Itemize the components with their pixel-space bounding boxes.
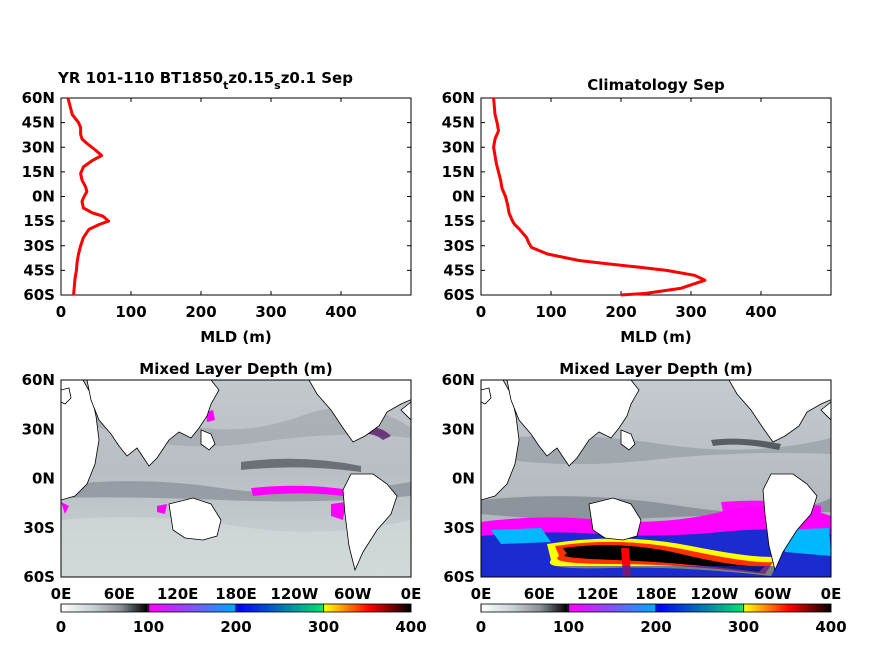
map-field-climatology [481, 380, 831, 577]
x-tick-label: 400 [745, 303, 776, 321]
x-tick-label: 180E [635, 585, 677, 603]
x-tick-label: 120E [577, 585, 619, 603]
y-tick-label: 30S [23, 519, 55, 537]
x-tick-label: 120W [690, 585, 738, 603]
profile-plot-area-climatology [480, 97, 832, 296]
y-tick-label: 45S [23, 261, 55, 279]
x-tick-label: 0E [471, 585, 492, 603]
y-tick-label: 0N [32, 188, 55, 206]
map-title-model: Mixed Layer Depth (m) [139, 360, 332, 378]
colorbar-tick-label: 400 [815, 618, 846, 636]
x-tick-label: 200 [185, 303, 216, 321]
y-axis-ticks: 60N 30N 0N 30S 60S [442, 371, 475, 586]
y-tick-label: 45N [22, 114, 55, 132]
y-tick-label: 15N [22, 163, 55, 181]
x-tick-label: 120E [157, 585, 199, 603]
x-axis-label: MLD (m) [620, 328, 692, 346]
y-tick-label: 30N [22, 138, 55, 156]
colorbar-tick-label: 200 [220, 618, 251, 636]
y-axis-ticks: 60N 45N 30N 15N 0N 15S 30S 45S 60S [442, 89, 831, 304]
y-tick-label: 0N [32, 470, 55, 488]
y-tick-label: 60S [23, 286, 55, 304]
y-tick-label: 30N [442, 420, 475, 438]
x-tick-label: 400 [325, 303, 356, 321]
x-tick-label: 60E [104, 585, 135, 603]
y-tick-label: 30N [22, 420, 55, 438]
y-tick-label: 60S [23, 568, 55, 586]
x-axis-ticks: 0 100 200 300 400 [476, 98, 777, 321]
profile-line-climatology [492, 97, 707, 297]
y-tick-label: 60N [22, 371, 55, 389]
y-tick-label: 30N [442, 138, 475, 156]
colorbar-tick-label: 300 [308, 618, 339, 636]
x-tick-label: 200 [605, 303, 636, 321]
y-axis-ticks: 60N 45N 30N 15N 0N 15S 30S 45S 60S [22, 89, 411, 304]
colorbar-tick-label: 300 [728, 618, 759, 636]
profile-plot-area-model [60, 97, 412, 296]
x-tick-label: 0E [401, 585, 422, 603]
x-tick-label: 0 [476, 303, 486, 321]
map-field-model [61, 380, 411, 577]
y-tick-label: 0N [452, 188, 475, 206]
y-tick-label: 0N [452, 470, 475, 488]
colorbar-ticks: 0 100 200 300 400 [476, 604, 847, 636]
y-tick-label: 15N [442, 163, 475, 181]
profile-title-model: YR 101-110 BT1850tz0.15sz0.1 Sep [57, 69, 353, 92]
y-axis-ticks: 60N 30N 0N 30S 60S [22, 371, 55, 586]
x-tick-label: 0E [51, 585, 72, 603]
y-tick-label: 15S [443, 212, 475, 230]
y-tick-label: 30S [443, 519, 475, 537]
y-tick-label: 60N [442, 371, 475, 389]
x-tick-label: 0 [56, 303, 66, 321]
x-tick-label: 300 [675, 303, 706, 321]
profile-title-climatology: Climatology Sep [587, 76, 725, 94]
x-axis-label: MLD (m) [200, 328, 272, 346]
x-tick-label: 60W [754, 585, 792, 603]
colorbar-ticks: 0 100 200 300 400 [56, 604, 427, 636]
colorbar-tick-label: 0 [476, 618, 486, 636]
colorbar-tick-label: 100 [553, 618, 584, 636]
y-tick-label: 60N [22, 89, 55, 107]
x-tick-label: 180E [215, 585, 257, 603]
colorbar-tick-label: 200 [640, 618, 671, 636]
y-tick-label: 30S [443, 237, 475, 255]
profile-panel-model: YR 101-110 BT1850tz0.15sz0.1 Sep 0 100 200… [22, 69, 412, 346]
x-tick-label: 120W [270, 585, 318, 603]
profile-panel-climatology: Climatology Sep 0 100 200 300 400 60N 45N 30N 1… [442, 76, 832, 346]
y-tick-label: 45S [443, 261, 475, 279]
x-tick-label: 300 [255, 303, 286, 321]
colorbar-tick-label: 0 [56, 618, 66, 636]
x-tick-label: 100 [535, 303, 566, 321]
x-tick-label: 60W [334, 585, 372, 603]
x-axis-ticks: 0E 60E 120E 180E 120W 60W 0E [51, 585, 422, 603]
x-tick-label: 0E [821, 585, 842, 603]
x-tick-label: 60E [524, 585, 555, 603]
y-tick-label: 60N [442, 89, 475, 107]
x-axis-ticks: 0E 60E 120E 180E 120W 60W 0E [471, 585, 842, 603]
profile-line-model [66, 97, 111, 296]
y-tick-label: 45N [442, 114, 475, 132]
x-tick-label: 100 [115, 303, 146, 321]
map-title-climatology: Mixed Layer Depth (m) [559, 360, 752, 378]
y-tick-label: 30S [23, 237, 55, 255]
colorbar-tick-label: 100 [133, 618, 164, 636]
colorbar-tick-label: 400 [395, 618, 426, 636]
y-tick-label: 60S [443, 286, 475, 304]
y-tick-label: 15S [23, 212, 55, 230]
y-tick-label: 60S [443, 568, 475, 586]
x-axis-ticks: 0 100 200 300 400 [56, 98, 357, 321]
